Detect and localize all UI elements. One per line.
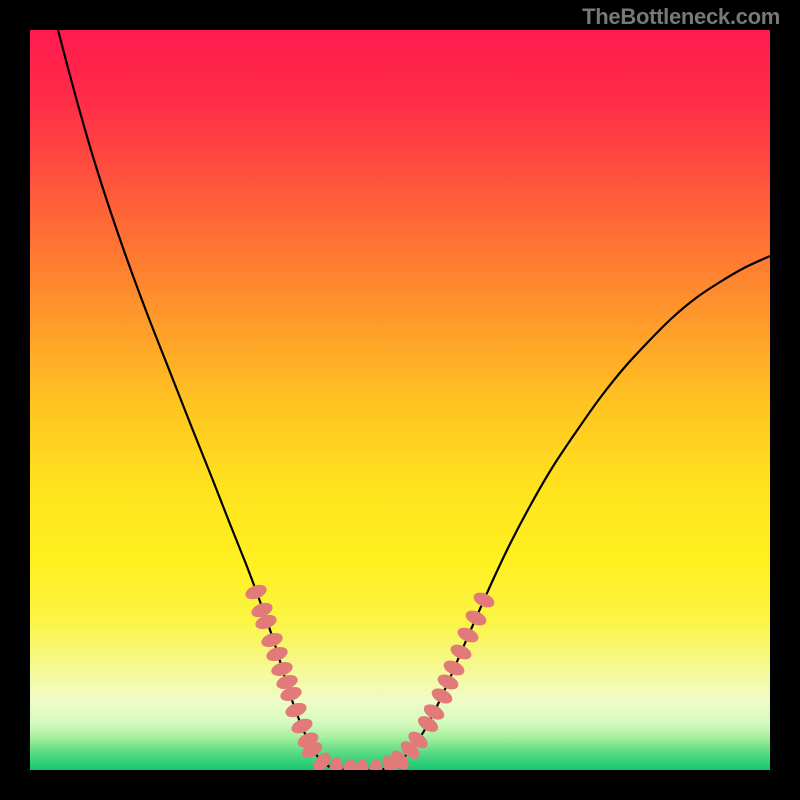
gradient-panel: [30, 30, 770, 770]
marker-bead: [356, 759, 369, 781]
plot-svg: [0, 0, 800, 800]
source-attribution: TheBottleneck.com: [582, 4, 780, 30]
